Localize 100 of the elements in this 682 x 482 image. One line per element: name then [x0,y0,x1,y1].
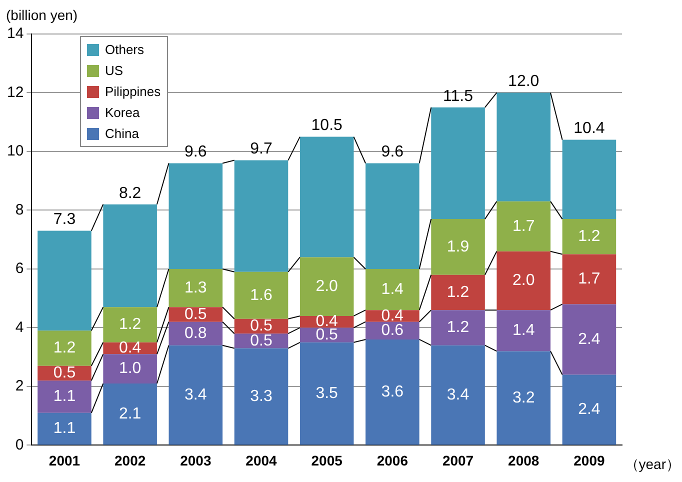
bar [496,251,551,310]
y-tick-label: 8 [15,201,24,218]
y-tick-label: 0 [15,436,24,454]
x-tick-label: 2001 [48,452,80,468]
bar [496,92,551,202]
data-label: 1.4 [381,280,404,298]
data-label: 1.2 [446,284,470,301]
legend-label: Others [105,42,144,57]
data-label: 1.9 [446,238,470,256]
bar [431,274,485,310]
data-label: 0.4 [118,340,142,357]
bar [103,307,157,342]
data-label: 0.5 [250,332,272,350]
data-label: 3.3 [250,388,272,405]
bar [562,140,616,220]
data-label: 2.4 [578,330,600,348]
bar [300,136,354,258]
y-tick-label: 14 [6,25,24,42]
data-label: 0.8 [184,324,207,342]
total-label: 9.6 [381,144,404,161]
total-label: 10.5 [311,117,343,134]
data-label: 1.0 [118,360,142,378]
legend-label: China [105,126,139,141]
y-tick-label: 6 [15,260,24,278]
data-label: 1.7 [578,270,600,288]
bar [168,268,223,308]
data-label: 2.0 [316,278,338,295]
bar [366,268,420,310]
x-tick-label: 2008 [508,452,540,468]
data-label: 1.1 [53,388,76,406]
bar [562,374,616,445]
data-label: 3.5 [316,384,338,402]
bar [300,342,354,445]
y-tick-label: 12 [6,84,24,101]
x-tick-label: 2003 [180,452,212,468]
y-tick-label: 2 [15,378,24,395]
bar [300,257,354,316]
bar [234,348,288,445]
x-tick-label: 2002 [114,452,146,468]
data-label: 1.2 [118,316,142,334]
total-label: 8.2 [118,184,142,202]
total-label: 12.0 [508,73,540,90]
legend-label: US [105,63,124,78]
bar [496,310,551,352]
bar [431,219,485,275]
data-label: 0.4 [381,307,404,324]
total-label: 7.3 [53,211,76,228]
data-label: 1.3 [184,279,207,296]
bar [38,380,92,413]
bar [431,310,485,346]
y-tick-label: 4 [15,318,24,336]
bar [496,201,551,252]
data-label: 3.6 [381,383,404,400]
data-label: 0.5 [53,364,76,382]
bar [431,107,485,220]
data-label: 3.4 [184,386,207,404]
data-label: 1.2 [446,319,470,336]
x-tick-label: 2009 [574,452,605,468]
data-label: 0.5 [316,326,338,344]
x-tick-label: 2004 [246,452,278,468]
bar [234,160,288,272]
total-label: 11.5 [443,88,474,105]
bar [366,339,420,445]
bar [103,204,157,308]
data-label: 0.5 [250,318,272,335]
bar [168,345,223,445]
total-label: 9.6 [184,144,207,161]
data-label: 1.1 [53,420,76,438]
data-label: 1.4 [512,322,535,340]
x-axis-title: （year） [624,456,680,472]
bar [168,322,223,346]
legend-label: Pilippines [105,84,161,99]
data-label: 0.6 [381,322,404,340]
legend-label: Korea [105,105,140,120]
bar [103,384,157,445]
data-label: 2.1 [118,406,142,423]
data-label: 1.6 [250,286,272,304]
bar [234,272,288,319]
data-label: 2.0 [512,272,535,290]
bar [38,330,92,366]
y-axis-title: (billion yen) [6,7,78,23]
bar [38,230,92,331]
bar [562,304,616,375]
x-tick-label: 2007 [442,452,474,468]
data-label: 1.2 [578,228,600,246]
y-tick-label: 10 [6,142,24,160]
bar [168,163,223,269]
x-tick-label: 2006 [376,452,408,468]
data-label: 2.4 [578,401,600,418]
data-label: 1.2 [53,340,76,357]
bar [366,163,420,269]
bar [38,412,92,445]
data-label: 3.2 [512,389,535,406]
total-label: 10.4 [574,120,605,138]
bar [562,219,616,254]
data-label: 3.4 [446,386,470,404]
bar [496,351,551,445]
bar [431,345,485,445]
x-tick-label: 2005 [311,452,343,468]
total-label: 9.7 [250,140,272,158]
